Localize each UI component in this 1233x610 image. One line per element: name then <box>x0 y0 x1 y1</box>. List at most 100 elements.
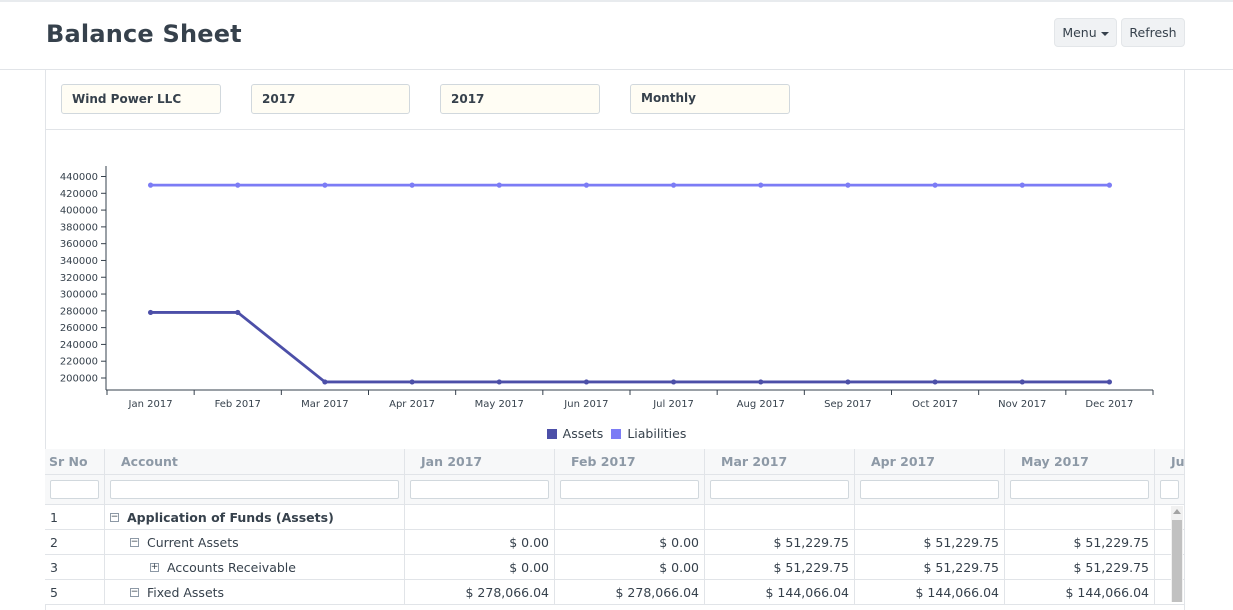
data-point-liabilities[interactable] <box>758 182 764 188</box>
data-point-liabilities[interactable] <box>147 182 154 188</box>
amount-cell <box>705 505 855 530</box>
amount-cell: $ 278,066.04 <box>405 580 555 605</box>
legend-item-assets[interactable]: Assets <box>546 426 604 441</box>
data-point-assets[interactable] <box>1106 379 1113 385</box>
scroll-up-icon[interactable] <box>1173 509 1181 514</box>
data-point-assets[interactable] <box>670 379 677 385</box>
amount-cell <box>1005 505 1155 530</box>
column-header[interactable]: Ju <box>1155 449 1185 475</box>
account-cell: − Application of Funds (Assets) <box>105 505 405 530</box>
column-filter-cell <box>105 475 405 505</box>
account-name: Current Assets <box>147 534 239 550</box>
x-tick-label: Jul 2017 <box>652 399 694 410</box>
refresh-button[interactable]: Refresh <box>1121 18 1185 47</box>
data-point-assets[interactable] <box>496 379 502 385</box>
x-tick-label: Oct 2017 <box>912 399 958 410</box>
amount-cell <box>405 505 555 530</box>
sr-no-cell: 1 <box>45 505 105 530</box>
column-filter-input[interactable] <box>110 480 399 499</box>
data-point-liabilities[interactable] <box>322 182 328 188</box>
column-header-label: May 2017 <box>1021 454 1089 469</box>
from-year-filter[interactable]: 2017 <box>251 84 410 114</box>
column-filter-cell <box>1155 475 1185 505</box>
page-header: Balance Sheet Menu Refresh <box>0 2 1233 70</box>
data-point-assets[interactable] <box>932 379 938 385</box>
legend-item-liabilities[interactable]: Liabilities <box>611 426 686 441</box>
company-filter[interactable]: Wind Power LLC <box>61 84 221 114</box>
table-row[interactable]: 2 − Current Assets $ 0.00 $ 0.00 $ 51,229.75 $… <box>45 530 1185 555</box>
column-header[interactable]: Mar 2017 <box>705 449 855 475</box>
x-tick-label: Dec 2017 <box>1085 399 1133 410</box>
amount-cell <box>1155 555 1185 580</box>
scrollbar-thumb[interactable] <box>1172 520 1182 602</box>
grid-scrollbar[interactable] <box>1171 506 1183 602</box>
x-tick-label: Mar 2017 <box>301 399 349 410</box>
grid-filter-row <box>45 475 1185 505</box>
series-line-assets <box>150 311 1110 384</box>
data-point-assets[interactable] <box>235 309 241 316</box>
legend-label-assets: Assets <box>562 426 604 441</box>
column-header[interactable]: Account <box>105 449 405 475</box>
data-point-liabilities[interactable] <box>583 182 590 188</box>
x-tick-label: Feb 2017 <box>215 399 261 410</box>
table-row[interactable]: 5 − Fixed Assets $ 278,066.04 $ 278,066.04 $ … <box>45 580 1185 605</box>
column-filter-input[interactable] <box>1160 480 1179 499</box>
data-point-liabilities[interactable] <box>496 182 502 188</box>
data-point-assets[interactable] <box>409 379 415 385</box>
amount-value: $ 0.00 <box>509 559 549 575</box>
data-point-assets[interactable] <box>758 379 764 385</box>
data-point-assets[interactable] <box>845 379 851 385</box>
data-point-assets[interactable] <box>322 379 328 385</box>
table-row[interactable]: 3 + Accounts Receivable $ 0.00 $ 0.00 $ 51,22… <box>45 555 1185 580</box>
menu-button[interactable]: Menu <box>1054 18 1117 47</box>
amount-cell <box>1155 530 1185 555</box>
data-point-liabilities[interactable] <box>235 182 241 188</box>
column-header[interactable]: Feb 2017 <box>555 449 705 475</box>
column-filter-cell <box>1005 475 1155 505</box>
data-point-liabilities[interactable] <box>1019 182 1025 188</box>
data-point-assets[interactable] <box>583 379 590 385</box>
collapse-icon[interactable]: − <box>110 511 119 522</box>
table-row[interactable]: 1 − Application of Funds (Assets) <box>45 505 1185 530</box>
y-tick-label: 280000 <box>60 306 98 317</box>
x-tick-label: Nov 2017 <box>998 399 1046 410</box>
data-point-liabilities[interactable] <box>409 182 415 188</box>
data-point-assets[interactable] <box>1019 379 1025 385</box>
sr-no-value: 2 <box>50 534 58 550</box>
amount-cell: $ 0.00 <box>405 530 555 555</box>
data-point-liabilities[interactable] <box>845 182 851 188</box>
y-tick-label: 440000 <box>60 172 98 183</box>
data-point-liabilities[interactable] <box>1106 182 1113 188</box>
amount-value: $ 51,229.75 <box>1073 559 1149 575</box>
amount-cell <box>1155 505 1185 530</box>
sr-no-cell: 2 <box>45 530 105 555</box>
column-filter-input[interactable] <box>1010 480 1149 499</box>
column-filter-input[interactable] <box>410 480 549 499</box>
column-header[interactable]: Jan 2017 <box>405 449 555 475</box>
column-filter-input[interactable] <box>560 480 699 499</box>
sr-no-value: 3 <box>50 559 58 575</box>
column-filter-cell <box>405 475 555 505</box>
y-tick-label: 340000 <box>60 256 98 267</box>
amount-cell: $ 144,066.04 <box>855 580 1005 605</box>
column-header[interactable]: Apr 2017 <box>855 449 1005 475</box>
column-filter-input[interactable] <box>860 480 999 499</box>
amount-value: $ 51,229.75 <box>923 559 999 575</box>
to-year-filter[interactable]: 2017 <box>440 84 600 114</box>
collapse-icon[interactable]: − <box>130 536 139 547</box>
caret-down-icon <box>1100 31 1109 36</box>
collapse-icon[interactable]: − <box>130 586 139 597</box>
data-point-liabilities[interactable] <box>670 182 677 188</box>
legend-swatch-assets <box>546 428 557 439</box>
column-filter-cell <box>45 475 105 505</box>
expand-icon[interactable]: + <box>150 561 159 572</box>
column-filter-input[interactable] <box>50 480 99 499</box>
amount-cell <box>855 505 1005 530</box>
column-header[interactable]: May 2017 <box>1005 449 1155 475</box>
data-point-liabilities[interactable] <box>932 182 938 188</box>
periodicity-filter[interactable]: Monthly <box>630 84 790 114</box>
account-cell: + Accounts Receivable <box>105 555 405 580</box>
column-header[interactable]: Sr No <box>45 449 105 475</box>
column-filter-input[interactable] <box>710 480 849 499</box>
data-point-assets[interactable] <box>147 309 154 316</box>
